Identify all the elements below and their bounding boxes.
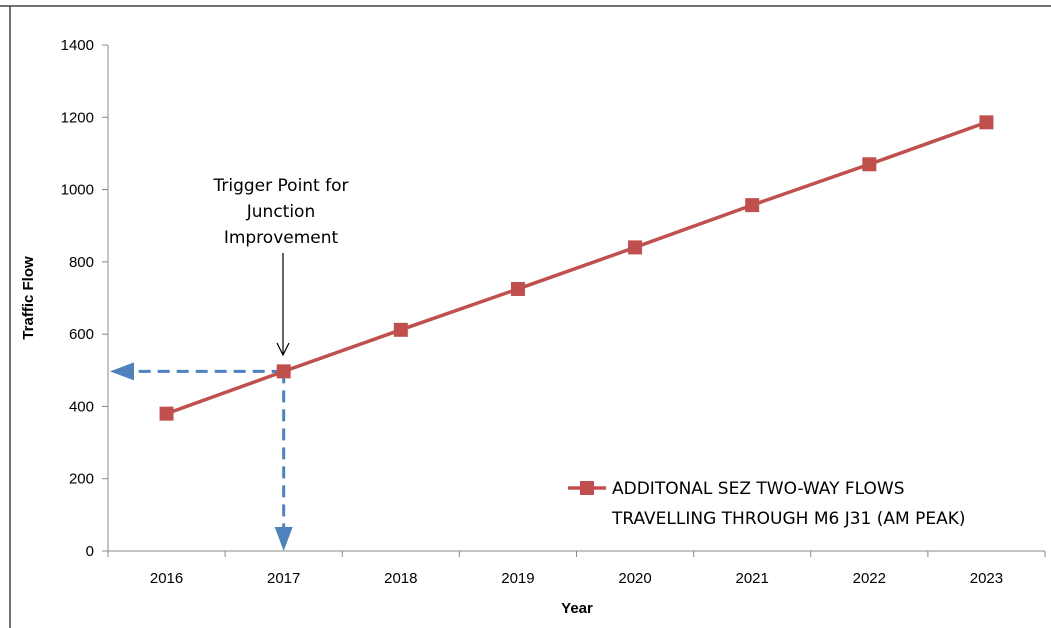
annotation: Trigger Point for Junction Improvement — [212, 176, 349, 357]
y-tick-label: 600 — [69, 326, 94, 343]
vertical-guide-arrowhead — [274, 527, 293, 551]
y-tick-label: 200 — [69, 471, 94, 488]
x-tick-label: 2022 — [853, 570, 886, 587]
legend-label-line-1: ADDITONAL SEZ TWO-WAY FLOWS — [612, 479, 905, 499]
y-tick-label: 1400 — [61, 37, 94, 54]
x-tick-label: 2016 — [150, 570, 183, 587]
trigger-guides — [110, 362, 293, 551]
series-polyline — [165, 120, 988, 416]
y-tick-label: 400 — [69, 398, 94, 415]
x-tick-label: 2017 — [267, 570, 300, 587]
y-tick-label: 1200 — [61, 109, 94, 126]
x-axis-title: Year — [561, 600, 593, 617]
series-markers — [159, 115, 994, 421]
data-point-marker — [628, 240, 643, 255]
y-tick-label: 0 — [86, 543, 94, 560]
x-tick-label: 2023 — [970, 570, 1003, 587]
x-tick-label: 2019 — [501, 570, 534, 587]
data-point-marker — [745, 198, 760, 213]
annotation-line-1: Trigger Point for — [212, 176, 348, 196]
annotation-line-3: Improvement — [224, 228, 339, 248]
legend-label-line-2: TRAVELLING THROUGH M6 J31 (AM PEAK) — [611, 509, 966, 529]
x-tick-label: 2020 — [618, 570, 651, 587]
x-tick-label: 2021 — [736, 570, 769, 587]
y-tick-label: 800 — [69, 254, 94, 271]
data-point-marker — [393, 322, 408, 337]
annotation-arrowhead — [276, 342, 290, 357]
data-point-marker — [979, 115, 994, 130]
x-axis-ticks: 2016 2017 2018 2019 2020 2021 2022 2023 — [107, 551, 1046, 587]
axes — [107, 45, 1045, 552]
data-point-marker — [862, 157, 877, 172]
legend: ADDITONAL SEZ TWO-WAY FLOWS TRAVELLING T… — [568, 479, 966, 529]
y-axis-title: Traffic Flow — [20, 256, 37, 340]
data-point-marker — [510, 281, 525, 296]
data-point-marker — [276, 364, 291, 379]
y-axis-ticks: 0 200 400 600 800 1000 1200 1400 — [61, 37, 108, 560]
annotation-line-2: Junction — [246, 202, 315, 222]
data-point-marker — [159, 406, 174, 421]
legend-marker-swatch — [580, 481, 594, 495]
y-tick-label: 1000 — [61, 182, 94, 199]
series-line — [165, 120, 988, 416]
x-tick-label: 2018 — [384, 570, 417, 587]
horizontal-guide-arrowhead — [110, 362, 134, 381]
